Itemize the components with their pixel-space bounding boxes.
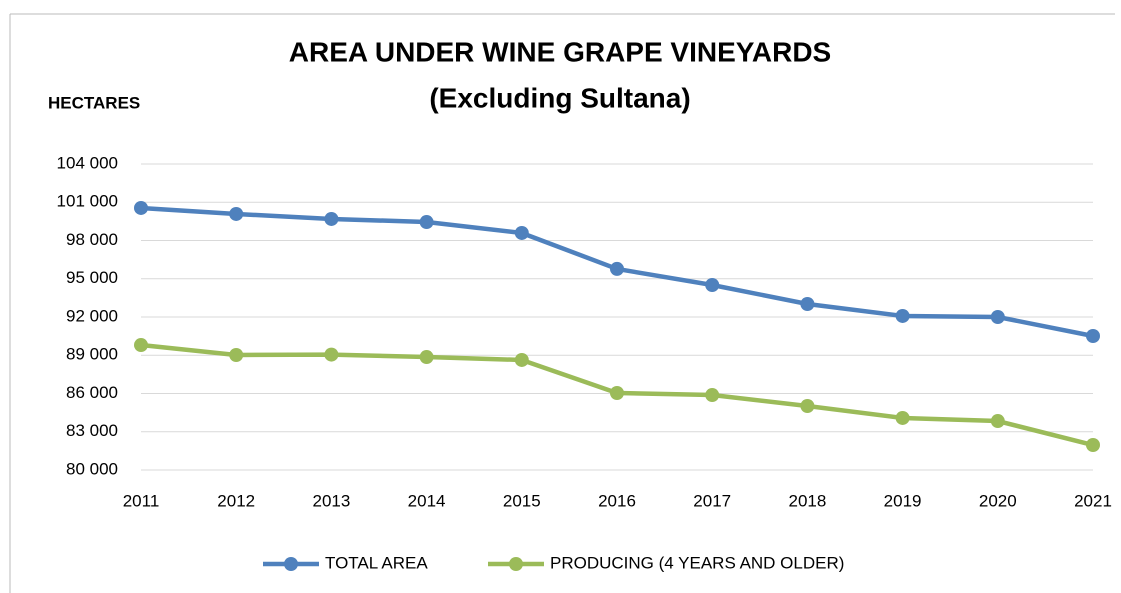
point	[229, 206, 244, 221]
y-tick-label: 95 000	[66, 268, 118, 287]
chart-title: AREA UNDER WINE GRAPE VINEYARDS	[289, 36, 831, 67]
y-tick-label: 83 000	[66, 421, 118, 440]
point	[1086, 438, 1100, 453]
legend-label: TOTAL AREA	[325, 553, 428, 572]
point	[134, 338, 148, 353]
y-tick-label: 86 000	[66, 383, 118, 402]
point	[990, 414, 1005, 429]
y-axis-label: HECTARES	[48, 93, 140, 112]
legend-marker	[509, 557, 523, 571]
x-tick-label: 2018	[788, 491, 826, 510]
y-tick-label: 101 000	[57, 192, 118, 211]
legend-marker	[284, 557, 298, 571]
point	[800, 398, 815, 413]
y-tick-label: 98 000	[66, 230, 118, 249]
x-tick-label: 2020	[979, 491, 1017, 510]
point	[895, 308, 910, 323]
x-tick-label: 2011	[123, 491, 160, 510]
point	[705, 277, 720, 292]
point	[990, 310, 1005, 324]
y-tick-label: 80 000	[66, 459, 118, 478]
x-tick-label: 2021	[1074, 491, 1112, 510]
point	[705, 388, 720, 403]
legend-label: PRODUCING (4 YEARS AND OLDER)	[550, 553, 844, 572]
point	[610, 385, 624, 400]
point	[229, 347, 244, 362]
point	[134, 200, 148, 215]
y-tick-label: 104 000	[57, 153, 118, 172]
point	[895, 410, 910, 425]
y-tick-label: 92 000	[66, 306, 118, 325]
chart-subtitle: (Excluding Sultana)	[429, 82, 690, 113]
point	[610, 261, 624, 276]
point	[324, 211, 339, 226]
point	[514, 225, 529, 240]
x-tick-label: 2012	[217, 491, 255, 510]
x-tick-label: 2014	[408, 491, 446, 510]
point	[419, 350, 434, 365]
point	[800, 296, 815, 311]
point	[419, 215, 434, 230]
x-tick-label: 2013	[312, 491, 350, 510]
point	[514, 352, 529, 367]
x-tick-label: 2017	[693, 491, 731, 510]
point	[1086, 328, 1100, 343]
y-tick-label: 89 000	[66, 345, 118, 364]
point	[324, 347, 339, 362]
x-tick-label: 2019	[884, 491, 922, 510]
x-tick-label: 2016	[598, 491, 636, 510]
x-tick-label: 2015	[503, 491, 541, 510]
